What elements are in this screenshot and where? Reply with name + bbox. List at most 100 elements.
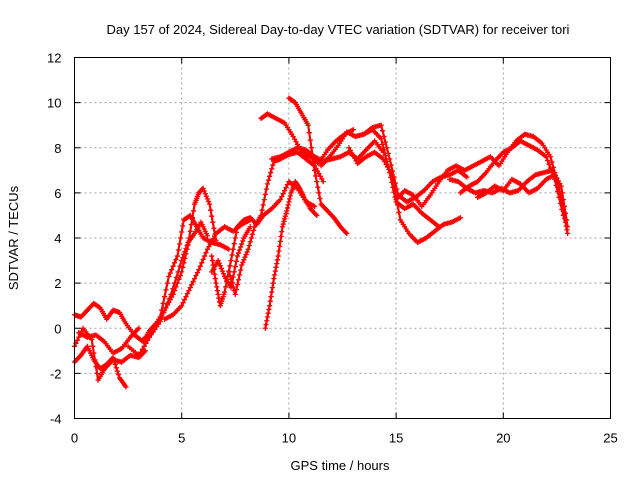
data-point: [261, 197, 267, 203]
data-point: [352, 155, 358, 161]
data-point: [179, 303, 185, 309]
data-point: [240, 238, 246, 244]
data-point: [197, 263, 203, 269]
data-point: [161, 307, 168, 313]
data-point: [563, 223, 569, 229]
data-point: [277, 197, 283, 203]
data-point: [113, 365, 119, 371]
data-point: [209, 213, 215, 219]
series-track-11: [226, 149, 326, 298]
data-point: [96, 304, 102, 310]
data-point: [247, 239, 253, 245]
data-point: [187, 228, 193, 234]
data-point: [246, 242, 252, 249]
data-point: [392, 180, 398, 186]
data-point: [284, 205, 291, 211]
data-point: [236, 272, 243, 278]
data-point: [211, 271, 218, 277]
data-point: [220, 271, 227, 277]
data-point: [347, 147, 353, 153]
data-point: [552, 172, 558, 178]
data-point: [216, 295, 222, 301]
data-point: [204, 233, 211, 239]
y-tick-label: -2: [50, 366, 62, 381]
data-point: [171, 288, 178, 294]
data-point: [378, 136, 384, 142]
data-point: [545, 157, 551, 164]
data-point: [314, 212, 320, 219]
data-point: [349, 150, 355, 156]
data-point: [283, 185, 289, 191]
data-point: [169, 294, 175, 300]
data-point: [272, 272, 278, 278]
data-point: [550, 164, 556, 170]
data-point: [391, 174, 397, 180]
data-point: [184, 246, 190, 252]
data-point: [265, 177, 272, 183]
data-point: [180, 264, 186, 270]
data-point: [308, 145, 315, 151]
data-point: [170, 291, 176, 298]
y-tick-label: 6: [54, 186, 61, 201]
grid: [74, 57, 611, 419]
data-point: [139, 346, 145, 352]
data-point: [164, 280, 171, 286]
data-point: [183, 294, 189, 300]
data-point: [171, 260, 178, 266]
data-point: [189, 215, 196, 221]
data-point: [457, 215, 464, 221]
data-point: [276, 248, 282, 254]
data-point: [214, 284, 220, 290]
data-point: [180, 223, 186, 229]
data-point: [550, 167, 556, 173]
data-point: [379, 141, 386, 147]
data-point: [259, 207, 265, 213]
series-track-22: [474, 172, 571, 237]
data-point: [240, 259, 246, 266]
data-point: [275, 253, 281, 259]
data-point: [381, 133, 387, 140]
data-point: [76, 334, 82, 340]
series-track-10: [209, 224, 253, 291]
data-point: [219, 268, 226, 274]
data-point: [213, 237, 219, 243]
data-point: [282, 216, 288, 222]
data-point: [277, 238, 283, 244]
data-point: [207, 241, 213, 247]
data-point: [114, 368, 120, 374]
y-tick-label: -4: [50, 412, 62, 427]
y-tick-label: 0: [54, 321, 61, 336]
data-point: [115, 371, 122, 378]
data-point: [553, 178, 559, 184]
data-point: [248, 235, 254, 241]
data-point: [190, 279, 196, 285]
series-track-7: [153, 185, 219, 327]
data-point: [287, 193, 293, 199]
data-point: [258, 212, 264, 219]
data-point: [280, 191, 286, 197]
data-point: [319, 176, 325, 182]
data-point: [228, 276, 234, 282]
data-point: [163, 287, 169, 293]
data-point: [211, 225, 217, 231]
data-point: [229, 280, 235, 286]
x-axis-label: GPS time / hours: [291, 458, 390, 473]
x-tick-label: 5: [178, 431, 185, 446]
data-point: [170, 263, 176, 269]
data-point: [313, 173, 319, 179]
data-point: [564, 227, 570, 233]
data-point: [315, 184, 321, 190]
data-point: [344, 230, 350, 237]
data-point: [209, 257, 216, 264]
data-point: [206, 244, 212, 250]
series-track-15: [286, 95, 350, 237]
data-point: [283, 210, 289, 217]
data-point: [316, 190, 322, 196]
data-point: [241, 257, 247, 263]
data-point: [94, 370, 100, 376]
series-track-20: [457, 138, 566, 219]
data-point: [244, 249, 250, 255]
data-point: [263, 186, 269, 192]
data-point: [215, 291, 221, 298]
data-point: [268, 169, 274, 176]
